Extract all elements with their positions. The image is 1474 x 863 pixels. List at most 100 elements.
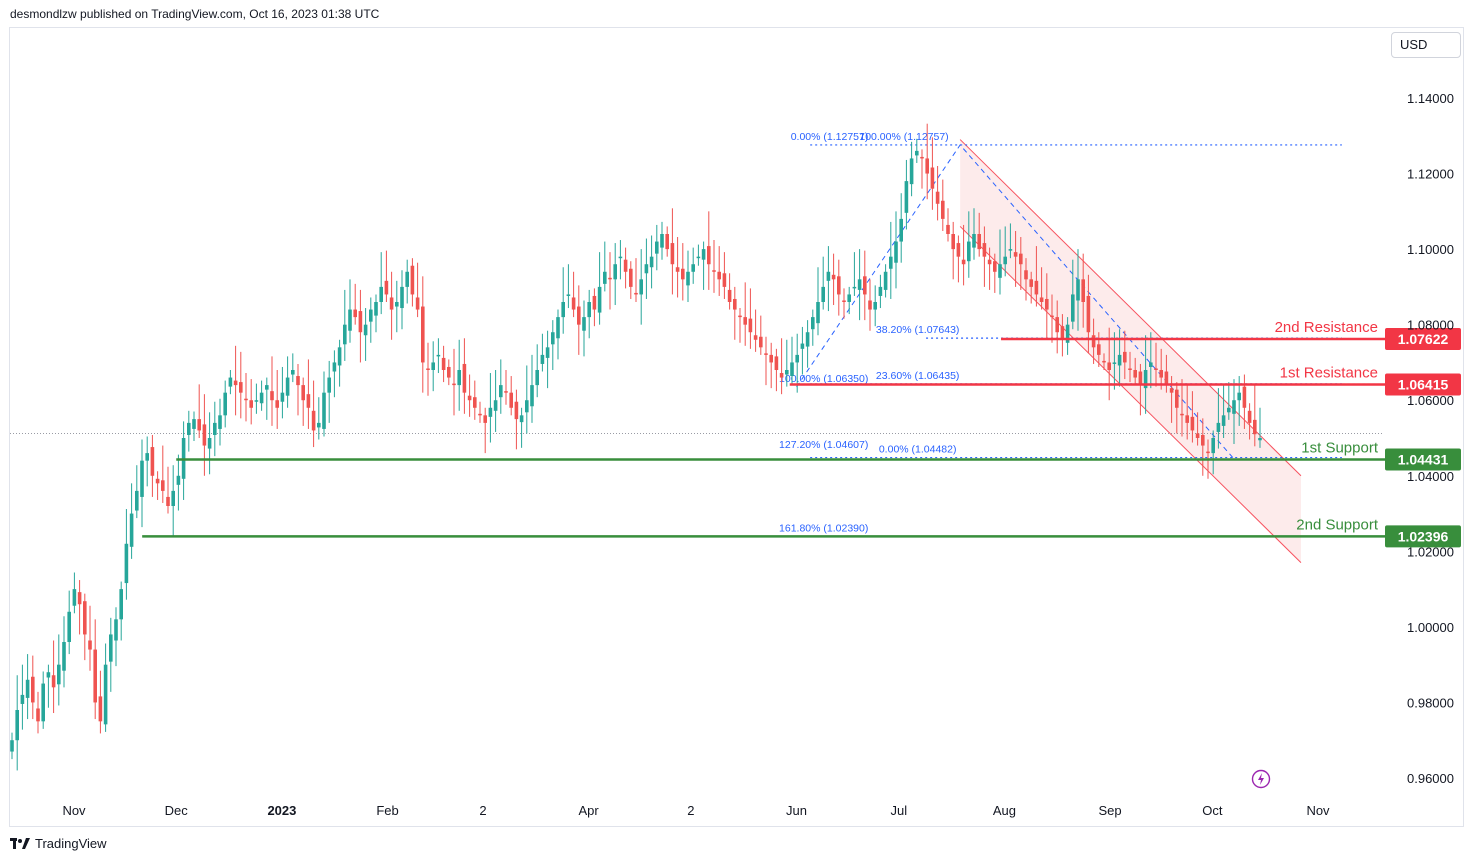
candle-body	[1013, 252, 1018, 257]
candle	[623, 247, 628, 289]
candle	[322, 371, 326, 437]
candle-body	[327, 377, 331, 393]
price-axis[interactable]: 1.14000 1.12000 1.10000 1.08000 1.06000 1.040…	[1407, 91, 1454, 786]
candle-body	[473, 397, 477, 408]
candle-body	[1201, 434, 1205, 446]
candle-body	[915, 150, 919, 156]
candle	[233, 345, 238, 416]
support-resistance-levels[interactable]: 2nd Resistance 1.07622 1st Resistance 1.064…	[142, 319, 1461, 548]
candle	[634, 258, 638, 302]
candle	[951, 221, 955, 280]
candle-body	[873, 302, 877, 310]
candle-body	[421, 306, 425, 363]
candle-body	[540, 354, 545, 364]
candle	[618, 240, 623, 280]
candle	[259, 380, 264, 411]
candle	[540, 333, 545, 372]
candle-body	[1076, 279, 1080, 301]
candle	[317, 397, 321, 440]
time-axis[interactable]: Nov Dec 2023 Feb 2 Apr 2 Jun Jul Aug Sep Oct Nov	[62, 803, 1330, 818]
price-tag-box	[1385, 373, 1461, 396]
candle	[353, 283, 357, 325]
candle	[301, 377, 305, 426]
candle	[1128, 351, 1132, 383]
candle	[904, 159, 909, 230]
candle	[1034, 246, 1039, 307]
candle-body	[769, 354, 773, 363]
candle-body	[93, 649, 97, 703]
candle	[649, 235, 654, 289]
y-tick-label: 1.02000	[1407, 544, 1454, 559]
y-tick-label: 1.06000	[1407, 393, 1454, 408]
candle-body	[519, 415, 524, 423]
candle-body	[1091, 335, 1096, 348]
candle-body	[514, 401, 519, 420]
candle	[545, 330, 550, 389]
publish-info: desmondlzw published on TradingView.com,…	[10, 7, 380, 21]
candle-body	[608, 277, 612, 280]
candle	[707, 211, 711, 290]
candle	[1065, 317, 1070, 355]
candle-body	[1107, 362, 1111, 370]
candle-body	[1154, 368, 1158, 370]
candle-body	[681, 268, 685, 280]
candle	[109, 617, 113, 692]
candle	[223, 380, 227, 428]
candle	[1024, 258, 1028, 301]
candle	[743, 282, 747, 346]
candle	[20, 664, 25, 730]
candle	[1050, 294, 1054, 343]
candle-body	[452, 383, 456, 386]
candle-body	[1206, 451, 1210, 454]
candle-body	[1227, 407, 1231, 413]
candle	[837, 259, 841, 316]
support-level-label-2: 1st Support	[1301, 439, 1379, 456]
candle	[982, 226, 987, 287]
candle-body	[1039, 297, 1044, 302]
candle-body	[764, 353, 768, 355]
candle-body	[483, 415, 487, 423]
candle	[187, 410, 191, 452]
candle-body	[400, 286, 404, 309]
candle-body	[431, 362, 435, 370]
candle-body	[285, 377, 290, 396]
x-tick-label: Jul	[890, 803, 907, 818]
fib-trend-line	[796, 144, 1234, 458]
candle	[36, 691, 40, 734]
candle	[343, 289, 347, 361]
candle	[857, 249, 862, 321]
candle-body	[187, 422, 191, 435]
candle	[1221, 385, 1226, 438]
resistance-level-label-0: 2nd Resistance	[1275, 319, 1378, 336]
candle-body	[1242, 386, 1247, 408]
candle	[140, 439, 144, 528]
candle-body	[577, 306, 581, 325]
candle-body	[379, 286, 383, 302]
candle-body	[1071, 294, 1075, 322]
candle	[899, 193, 903, 263]
candle-body	[478, 413, 482, 416]
candle-body	[25, 679, 30, 698]
candle	[915, 138, 919, 163]
candle	[1055, 300, 1059, 354]
price-tag-text: 1.06415	[1398, 377, 1449, 393]
fib-label-6: 127.20% (1.04607)	[779, 439, 868, 451]
lightning-icon[interactable]	[1251, 769, 1271, 789]
candle-body	[1034, 280, 1039, 295]
candle-body	[1216, 422, 1221, 432]
candle-body	[837, 276, 841, 295]
fib-label-2: 38.20% (1.07643)	[876, 324, 959, 336]
candle-body	[353, 309, 357, 318]
currency-button[interactable]: USD	[1391, 32, 1461, 58]
candle	[213, 401, 217, 457]
fibonacci-levels[interactable]: 100.00% (1.12757)0.00% (1.12757) 38.20% (…	[10, 131, 1384, 535]
candle	[571, 271, 576, 318]
candle	[462, 338, 467, 414]
candle	[873, 285, 877, 327]
candle	[868, 279, 872, 331]
candle	[114, 607, 118, 667]
candle-body	[369, 309, 373, 322]
candle-body	[103, 664, 108, 725]
candle-body	[1253, 419, 1257, 435]
